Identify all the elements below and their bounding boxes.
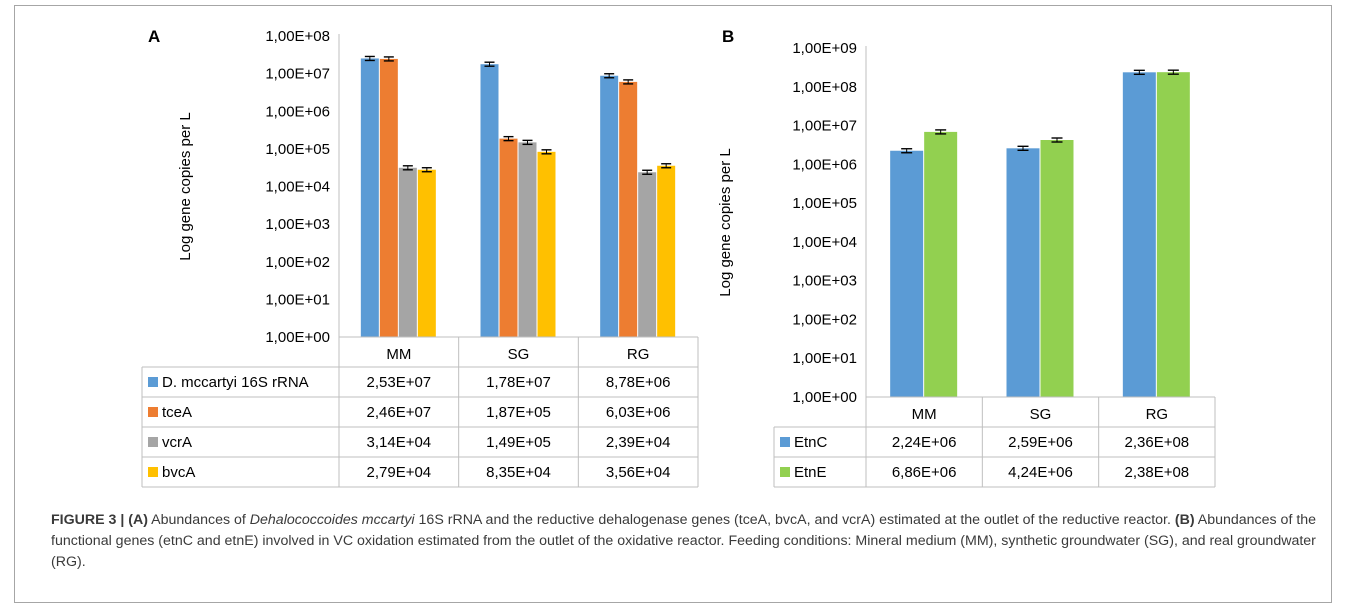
panel-a-data-label: 3,56E+04 [606,464,671,481]
panel-a-data-label: 1,78E+07 [486,374,551,391]
panel-b-y-tick-label: 1,00E+01 [792,350,857,367]
panel-a-data-label: 2,39E+04 [606,434,671,451]
panel-a-category-label: SG [508,346,530,363]
panel-a-series-name: D. mccartyi 16S rRNA [162,374,309,391]
panel-a-y-tick-label: 1,00E+00 [265,329,330,346]
caption-a-text-2: 16S rRNA and the reductive dehalogenase … [414,512,1175,528]
panel-a-data-label: 6,03E+06 [606,404,671,421]
panel-a-data-label: 8,35E+04 [486,464,551,481]
panel-a-category-label: MM [386,346,411,363]
panel-a-bar [537,151,556,337]
panel-a-data-label: 1,49E+05 [486,434,551,451]
panel-b-y-tick-label: 1,00E+05 [792,195,857,212]
panel-a-y-tick-label: 1,00E+08 [265,28,330,45]
panel-b-category-label: MM [912,406,937,423]
panel-b-series-name: EtnE [794,464,827,481]
panel-a-bar [417,169,436,337]
panel-a-bar [600,75,619,337]
panel-b-bar [1122,72,1156,397]
panel-a-bar [638,172,657,337]
panel-b-y-tick-label: 1,00E+02 [792,311,857,328]
panel-a-data-label: 2,46E+07 [367,404,432,421]
panel-a-bar [657,165,676,337]
panel-b-data-label: 4,24E+06 [1008,464,1073,481]
panel-b-series-name: EtnC [794,434,828,451]
panel-a-series-name: bvcA [162,464,195,481]
caption-b-text: Abundances of the functional genes (etnC… [51,512,1317,570]
figure-caption: FIGURE 3 | (A) Abundances of Dehalococco… [51,510,1331,573]
panel-a-bar [619,81,638,337]
caption-b-tag: (B) [1174,512,1195,528]
panel-b-category-label: SG [1030,406,1052,423]
panel-b-legend-swatch [780,467,790,477]
panel-a-bar [480,64,499,338]
panel-b-y-tick-label: 1,00E+00 [792,389,857,406]
panel-b-data-label: 2,24E+06 [892,434,957,451]
panel-a-y-tick-label: 1,00E+07 [265,66,330,83]
panel-b-data-label: 2,36E+08 [1125,434,1190,451]
panel-b-legend-swatch [780,437,790,447]
panel-a-y-tick-label: 1,00E+03 [265,216,330,233]
panel-a-data-label: 3,14E+04 [367,434,432,451]
panel-b-data-label: 2,59E+06 [1008,434,1073,451]
panel-a-y-tick-label: 1,00E+01 [265,291,330,308]
caption-species: Dehalococcoides mccartyi [249,512,415,528]
panel-a-letter: A [148,27,160,46]
panel-a-bar [518,142,537,337]
panel-a-legend-swatch [148,407,158,417]
panel-a-y-tick-label: 1,00E+06 [265,103,330,120]
panel-a-legend-swatch [148,467,158,477]
panel-a-bar [379,58,398,337]
panel-a-series-name: vcrA [162,434,192,451]
panel-b-y-axis-label: Log gene copies per L [717,148,734,296]
panel-a-legend-swatch [148,377,158,387]
panel-b-y-tick-label: 1,00E+04 [792,234,857,251]
panel-b-y-tick-label: 1,00E+03 [792,273,857,290]
panel-b-bar [1156,72,1190,397]
panel-a-bar [499,138,518,337]
panel-b-bar [890,150,924,397]
panel-a-y-tick-label: 1,00E+02 [265,254,330,271]
panel-b-data-label: 2,38E+08 [1125,464,1190,481]
panel-b-bar [1006,148,1040,397]
panel-a-data-label: 1,87E+05 [486,404,551,421]
panel-a-legend-swatch [148,437,158,447]
panel-a-y-axis-label: Log gene copies per L [177,112,194,260]
panel-b-y-tick-label: 1,00E+08 [792,79,857,96]
panel-a-data-label: 2,53E+07 [367,374,432,391]
panel-a-bar [360,58,379,338]
panel-a-data-label: 8,78E+06 [606,374,671,391]
caption-figure-label: FIGURE 3 | [51,512,125,528]
caption-a-text-1: Abundances of [151,512,250,528]
chart-canvas: A 1,00E+00 1,00E+01 1,00E+02 1,00E+03 1,00E+0… [141,27,1216,488]
panel-a-y-tick-label: 1,00E+05 [265,141,330,158]
panel-b-y-tick-label: 1,00E+07 [792,118,857,135]
panel-b-category-label: RG [1146,406,1169,423]
panel-b-data-label: 6,86E+06 [892,464,957,481]
panel-b-bar [1040,140,1074,397]
panel-a-data-label: 2,79E+04 [367,464,432,481]
panel-a-series-name: tceA [162,404,192,421]
panel-b-letter: B [722,27,734,46]
panel-a-bar [398,167,417,337]
figure-frame: FIGURE 3 | (A) Abundances of Dehalococco… [14,5,1332,603]
panel-b-y-tick-label: 1,00E+06 [792,156,857,173]
panel-b-bar [924,131,958,398]
panel-a-category-label: RG [627,346,650,363]
panel-b-y-tick-label: 1,00E+09 [792,40,857,57]
caption-a-tag: (A) [128,512,148,528]
panel-a-y-tick-label: 1,00E+04 [265,179,330,196]
